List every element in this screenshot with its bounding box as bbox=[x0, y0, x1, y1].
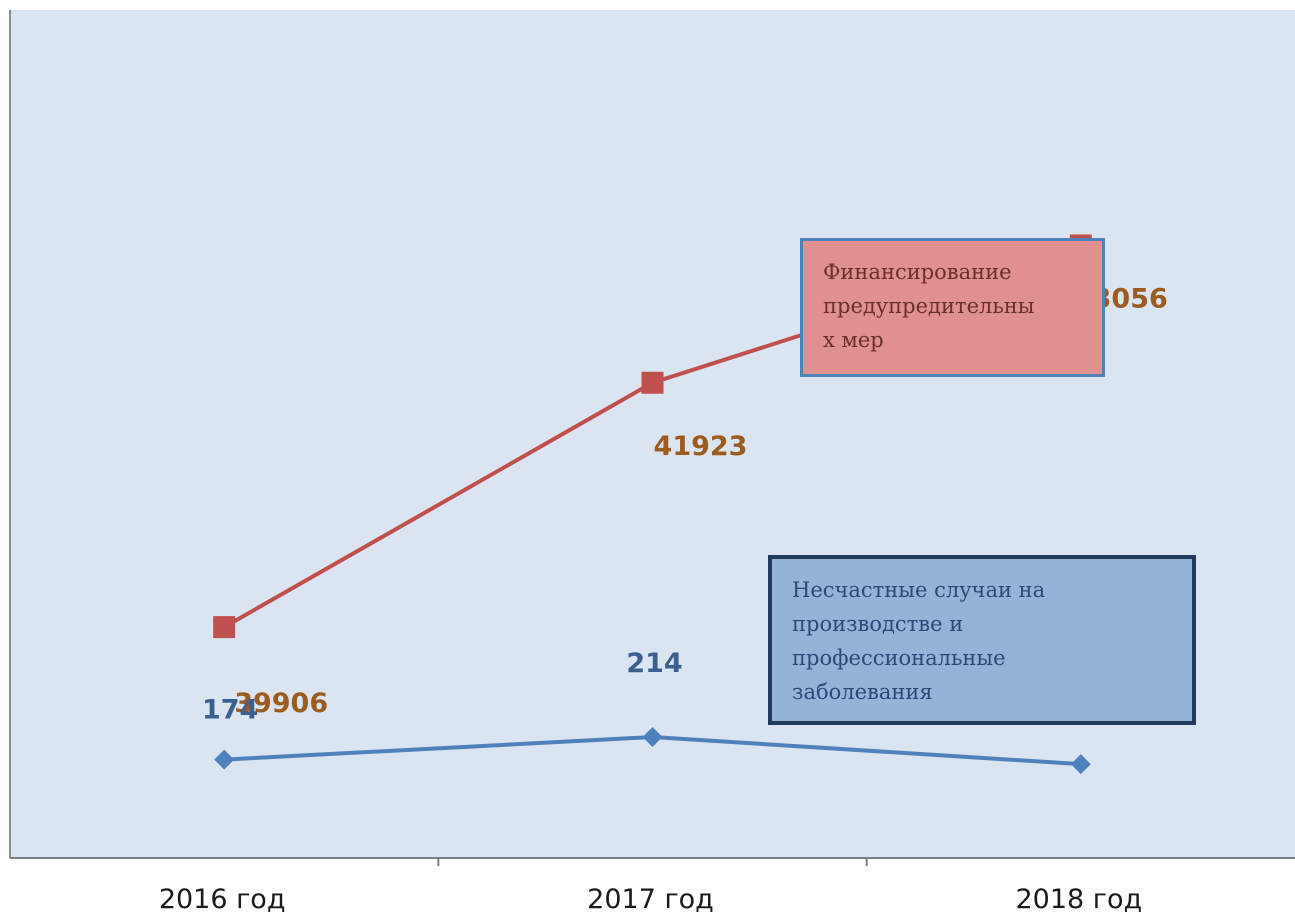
legend-accidents: Несчастные случаи на производстве и проф… bbox=[768, 555, 1196, 725]
legend-accidents-line-1: Несчастные случаи на bbox=[792, 578, 1046, 602]
data-label: 214 bbox=[626, 648, 682, 679]
x-tick-label: 2017 год bbox=[587, 884, 714, 914]
data-point-marker bbox=[214, 749, 235, 770]
data-label: 41923 bbox=[654, 431, 748, 462]
x-tick-label: 2016 год bbox=[159, 884, 286, 914]
x-tick-label: 2018 год bbox=[1015, 884, 1142, 914]
data-label: 39906 bbox=[234, 688, 328, 719]
legend-accidents-line-3: профессиональные bbox=[792, 646, 1006, 670]
legend-accidents-line-4: заболевания bbox=[792, 680, 933, 704]
legend-financing: Финансирование предупредительны х мер bbox=[800, 238, 1105, 377]
legend-accidents-line-2: производстве и bbox=[792, 612, 964, 636]
data-point-marker bbox=[642, 727, 663, 748]
data-point-marker bbox=[1070, 754, 1091, 775]
legend-financing-line-1: Финансирование bbox=[823, 260, 1012, 284]
data-label: 174 bbox=[202, 695, 258, 726]
legend-financing-line-3: х мер bbox=[823, 328, 884, 352]
data-point-marker bbox=[213, 616, 236, 639]
data-point-marker bbox=[641, 371, 664, 394]
legend-financing-line-2: предупредительны bbox=[823, 294, 1035, 318]
